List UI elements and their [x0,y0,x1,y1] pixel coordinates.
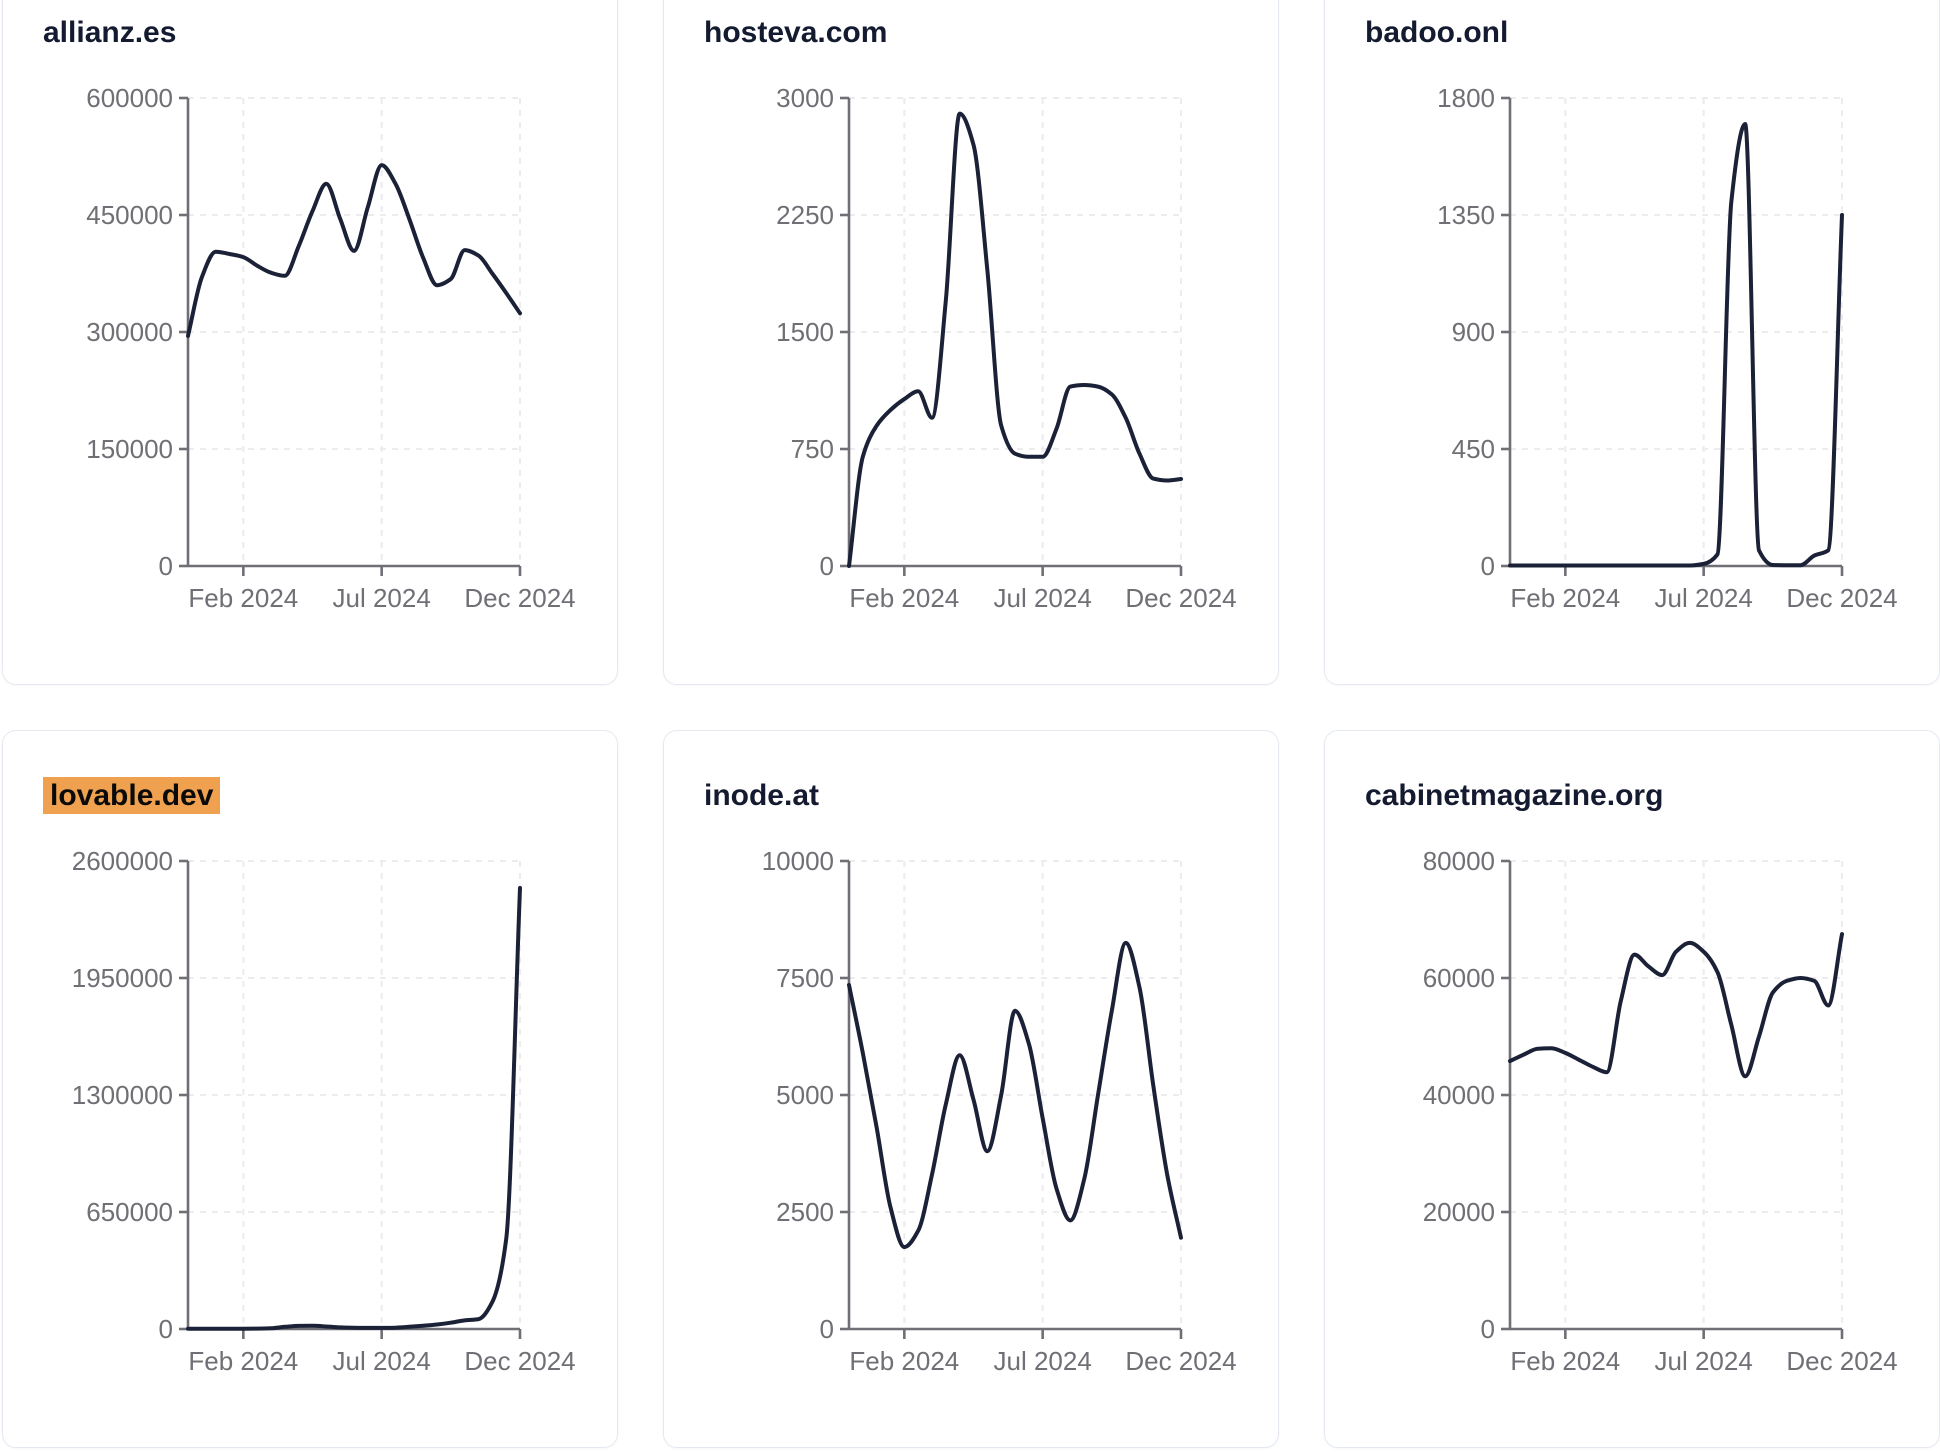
svg-text:Feb 2024: Feb 2024 [188,1346,298,1376]
domain-title-text: cabinetmagazine.org [1365,779,1664,812]
svg-text:1350: 1350 [1437,200,1495,230]
svg-text:3000: 3000 [776,83,834,113]
domain-title-text: inode.at [704,779,820,812]
svg-text:0: 0 [820,551,834,581]
svg-text:7500: 7500 [776,963,834,993]
svg-text:2250: 2250 [776,200,834,230]
domain-title: lovable.dev [43,777,617,815]
svg-text:Feb 2024: Feb 2024 [188,583,298,613]
domain-title-text: hosteva.com [704,16,888,49]
svg-text:Jul 2024: Jul 2024 [1655,583,1753,613]
domain-card-cabinetmagazine-org[interactable]: cabinetmagazine.org 0 20000 40000 60000 8000… [1324,730,1940,1448]
traffic-line-chart: 0 750 1500 2250 3000 Feb 2024 Jul 2024 Dec 2024 [776,83,1237,613]
domain-title: hosteva.com [704,14,1278,52]
svg-text:450: 450 [1452,434,1495,464]
svg-text:600000: 600000 [86,83,173,113]
svg-text:1950000: 1950000 [72,963,173,993]
svg-text:Jul 2024: Jul 2024 [994,1346,1092,1376]
svg-text:Dec 2024: Dec 2024 [1786,583,1897,613]
svg-text:Feb 2024: Feb 2024 [849,1346,959,1376]
traffic-line-chart: 0 20000 40000 60000 80000 Feb 2024 Jul 2024 Dec… [1423,846,1898,1376]
svg-text:0: 0 [1481,551,1495,581]
svg-text:450000: 450000 [86,200,173,230]
svg-text:0: 0 [820,1314,834,1344]
domain-title-text: lovable.dev [43,777,221,814]
svg-text:Feb 2024: Feb 2024 [849,583,959,613]
svg-text:80000: 80000 [1423,846,1495,876]
svg-text:900: 900 [1452,317,1495,347]
domain-card-inode-at[interactable]: inode.at 0 2500 5000 7500 10000 Feb 2024 Jul 2… [663,730,1279,1448]
svg-text:2500: 2500 [776,1197,834,1227]
svg-text:Jul 2024: Jul 2024 [994,583,1092,613]
svg-text:150000: 150000 [86,434,173,464]
svg-text:1800: 1800 [1437,83,1495,113]
svg-text:Jul 2024: Jul 2024 [1655,1346,1753,1376]
svg-text:2600000: 2600000 [72,846,173,876]
domain-card-allianz-es[interactable]: allianz.es 0 150000 300000 450000 600000 Feb … [2,0,618,685]
svg-text:Feb 2024: Feb 2024 [1510,583,1620,613]
svg-text:Dec 2024: Dec 2024 [464,583,575,613]
svg-text:0: 0 [159,1314,173,1344]
svg-text:Dec 2024: Dec 2024 [1786,1346,1897,1376]
svg-text:0: 0 [1481,1314,1495,1344]
svg-text:0: 0 [159,551,173,581]
domain-title: allianz.es [43,14,617,52]
svg-text:Dec 2024: Dec 2024 [1125,1346,1236,1376]
svg-text:650000: 650000 [86,1197,173,1227]
svg-text:5000: 5000 [776,1080,834,1110]
svg-text:60000: 60000 [1423,963,1495,993]
domain-title: inode.at [704,777,1278,815]
domain-title-text: allianz.es [43,16,177,49]
domain-card-lovable-dev[interactable]: lovable.dev 0 650000 1300000 1950000 2600000… [2,730,618,1448]
domain-card-badoo-onl[interactable]: badoo.onl 0 450 900 1350 1800 Feb 2024 Jul 202… [1324,0,1940,685]
svg-text:1300000: 1300000 [72,1080,173,1110]
svg-text:Jul 2024: Jul 2024 [333,583,431,613]
svg-text:Feb 2024: Feb 2024 [1510,1346,1620,1376]
svg-text:40000: 40000 [1423,1080,1495,1110]
traffic-line-chart: 0 150000 300000 450000 600000 Feb 2024 Jul 202… [86,83,575,613]
svg-text:Dec 2024: Dec 2024 [1125,583,1236,613]
domain-title: cabinetmagazine.org [1365,777,1939,815]
domain-title: badoo.onl [1365,14,1939,52]
traffic-line-chart: 0 450 900 1350 1800 Feb 2024 Jul 2024 Dec 2024 [1437,83,1898,613]
svg-text:Jul 2024: Jul 2024 [333,1346,431,1376]
svg-text:10000: 10000 [762,846,834,876]
traffic-line-chart: 0 2500 5000 7500 10000 Feb 2024 Jul 2024 Dec 20… [762,846,1237,1376]
svg-text:750: 750 [791,434,834,464]
traffic-line-chart: 0 650000 1300000 1950000 2600000 Feb 2024 Jul … [72,846,576,1376]
svg-text:20000: 20000 [1423,1197,1495,1227]
svg-text:300000: 300000 [86,317,173,347]
domain-title-text: badoo.onl [1365,16,1509,49]
svg-text:Dec 2024: Dec 2024 [464,1346,575,1376]
domain-card-hosteva-com[interactable]: hosteva.com 0 750 1500 2250 3000 Feb 2024 Jul … [663,0,1279,685]
svg-text:1500: 1500 [776,317,834,347]
